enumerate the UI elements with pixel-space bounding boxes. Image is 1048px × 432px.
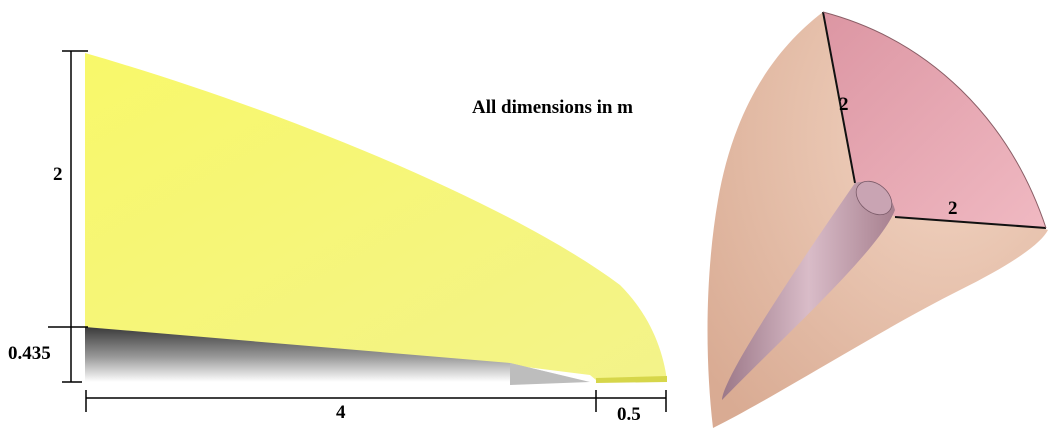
inner-cone — [722, 181, 895, 400]
length-label: 4 — [336, 402, 346, 423]
units-note: All dimensions in m — [472, 97, 633, 118]
lower-body-region — [85, 327, 590, 382]
profile-view: 2 0.435 4 0.5 — [8, 50, 667, 425]
edge-label-upper: 2 — [839, 94, 849, 115]
upper-flow-region — [85, 53, 667, 380]
edge-label-right: 2 — [948, 198, 958, 219]
isometric-view: 2 2 — [707, 11, 1048, 428]
thickness-label: 0.435 — [8, 343, 51, 364]
tip-length-label: 0.5 — [617, 404, 641, 425]
lower-body-step — [510, 363, 590, 385]
sector-edge-upper — [822, 11, 856, 184]
top-sector-face — [823, 12, 1046, 228]
height-label: 2 — [53, 164, 63, 185]
sector-arc-edge — [822, 11, 1047, 229]
tip-strip — [596, 376, 667, 383]
sector-edge-right — [894, 216, 1047, 229]
cone-base-cap — [855, 180, 893, 216]
